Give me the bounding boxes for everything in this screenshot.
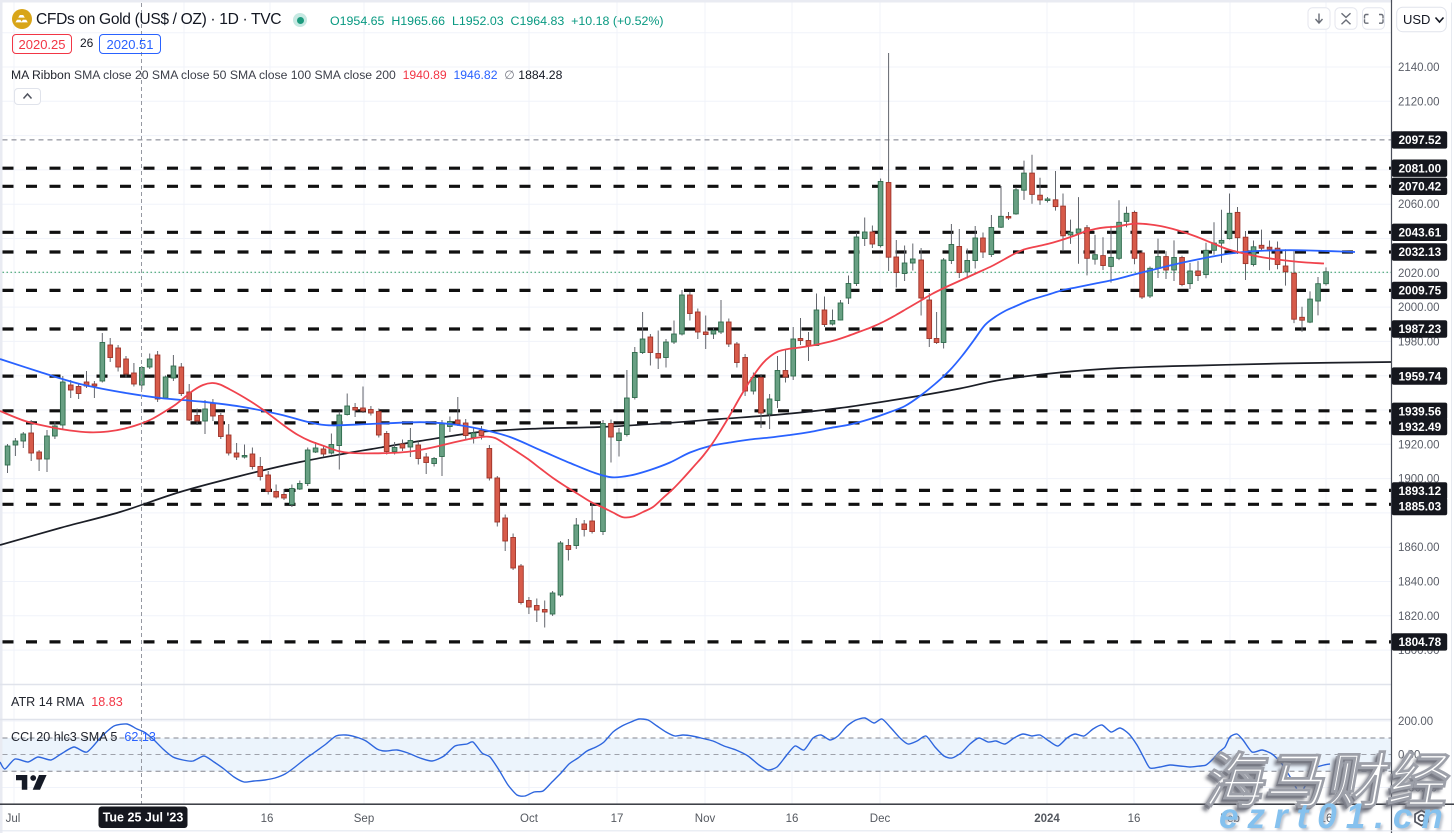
svg-text:1885.03: 1885.03 — [1399, 500, 1442, 514]
svg-text:Dec: Dec — [870, 813, 891, 825]
svg-text:2097.52: 2097.52 — [1399, 133, 1442, 147]
svg-text:Jul: Jul — [6, 813, 21, 825]
svg-text:2043.61: 2043.61 — [1399, 226, 1442, 240]
svg-text:2060.00: 2060.00 — [1398, 199, 1440, 211]
svg-text:Sep: Sep — [354, 813, 374, 825]
svg-text:1860.00: 1860.00 — [1398, 542, 1440, 554]
svg-text:1980.00: 1980.00 — [1398, 336, 1440, 348]
svg-text:2000.00: 2000.00 — [1398, 302, 1440, 314]
svg-text:1932.49: 1932.49 — [1399, 420, 1442, 434]
svg-text:-200.00: -200.00 — [1398, 783, 1437, 795]
svg-text:2120.00: 2120.00 — [1398, 96, 1440, 108]
svg-text:1893.12: 1893.12 — [1399, 484, 1442, 498]
svg-text:USD: USD — [1403, 12, 1430, 27]
svg-text:Feb: Feb — [1220, 813, 1240, 825]
svg-text:2081.00: 2081.00 — [1399, 161, 1442, 175]
svg-text:Tue 25 Jul '23: Tue 25 Jul '23 — [103, 811, 184, 825]
svg-text:1840.00: 1840.00 — [1398, 577, 1440, 589]
svg-text:17: 17 — [611, 813, 624, 825]
svg-text:1987.23: 1987.23 — [1399, 322, 1442, 336]
svg-text:1959.74: 1959.74 — [1399, 369, 1442, 383]
svg-text:Nov: Nov — [695, 813, 716, 825]
svg-text:2070.42: 2070.42 — [1399, 180, 1442, 194]
svg-text:16: 16 — [1128, 813, 1141, 825]
svg-text:2032.13: 2032.13 — [1399, 245, 1442, 259]
svg-text:0.00: 0.00 — [1398, 750, 1420, 762]
svg-text:1820.00: 1820.00 — [1398, 611, 1440, 623]
svg-text:2024: 2024 — [1034, 813, 1060, 825]
svg-text:1804.78: 1804.78 — [1399, 635, 1442, 649]
svg-text:Oct: Oct — [520, 813, 539, 825]
svg-text:200.00: 200.00 — [1398, 716, 1433, 728]
svg-text:16: 16 — [261, 813, 274, 825]
svg-text:16: 16 — [786, 813, 799, 825]
svg-text:2020.00: 2020.00 — [1398, 268, 1440, 280]
svg-text:2140.00: 2140.00 — [1398, 62, 1440, 74]
svg-text:16: 16 — [1320, 813, 1333, 825]
svg-text:1939.56: 1939.56 — [1399, 405, 1442, 419]
svg-text:1920.00: 1920.00 — [1398, 439, 1440, 451]
svg-text:2009.75: 2009.75 — [1399, 284, 1442, 298]
